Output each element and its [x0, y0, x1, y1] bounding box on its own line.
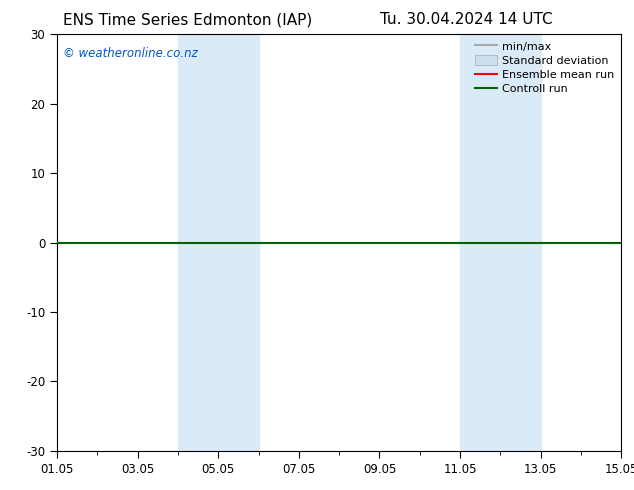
Text: Tu. 30.04.2024 14 UTC: Tu. 30.04.2024 14 UTC	[380, 12, 553, 27]
Text: © weatheronline.co.nz: © weatheronline.co.nz	[63, 47, 197, 60]
Text: ENS Time Series Edmonton (IAP): ENS Time Series Edmonton (IAP)	[63, 12, 313, 27]
Legend: min/max, Standard deviation, Ensemble mean run, Controll run: min/max, Standard deviation, Ensemble me…	[470, 37, 619, 98]
Bar	[178, 34, 259, 451]
Bar	[460, 34, 541, 451]
